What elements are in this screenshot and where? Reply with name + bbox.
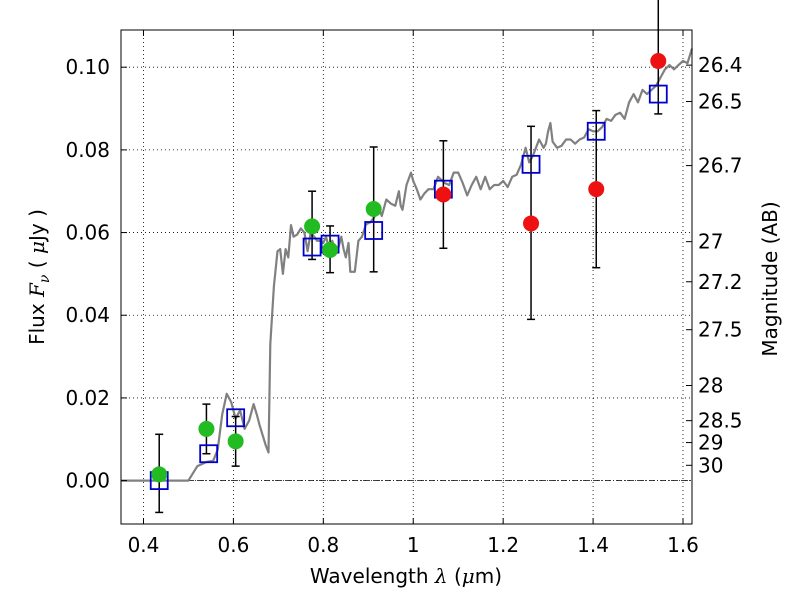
model-photometry-square — [199, 444, 219, 464]
observed-flux-point — [523, 215, 540, 232]
observed-flux-point — [304, 218, 321, 235]
x-axis-label-symbol: λ — [434, 564, 448, 588]
right-axis-label: Magnitude (AB) — [758, 201, 782, 356]
y-axis-label: Flux Fν ( μJy ) — [25, 209, 53, 345]
model-photometry-square — [586, 121, 606, 141]
observed-flux-point — [650, 53, 667, 70]
observed-flux-point — [151, 466, 168, 483]
x-axis-label-unit-mu: μ — [462, 564, 475, 588]
x-axis-label-unit-open: ( — [448, 564, 462, 588]
model-photometry-square — [364, 221, 384, 240]
y-axis-label-unit-close: Jy ) — [25, 209, 49, 243]
y-axis-label-prefix: Flux — [25, 297, 49, 345]
y-tick-label: 0.00 — [65, 469, 110, 493]
model-photometry-square — [521, 154, 541, 174]
y-axis-label-unit-mu: μ — [25, 241, 49, 254]
x-tick-label: 1.6 — [667, 533, 699, 557]
right-tick-label: 26.4 — [698, 53, 743, 77]
y-tick-label: 0.04 — [65, 303, 110, 327]
right-tick-label: 29 — [698, 431, 723, 455]
x-axis-label-unit-close: m) — [475, 564, 502, 588]
ticks: 0.4 0.6 0.8 1 1.2 1.4 1.6 0.00 0.02 0.04 0.06 0.08 0… — [65, 30, 743, 557]
right-tick-label: 26.7 — [698, 154, 743, 178]
y-axis-label-unit-open: ( — [25, 254, 49, 275]
right-tick-label: 28.5 — [698, 409, 743, 433]
y-tick-label: 0.08 — [65, 138, 110, 162]
plot-frame — [120, 29, 693, 525]
right-tick-label: 27 — [698, 230, 723, 254]
observed-flux-point — [198, 420, 215, 437]
observed-flux-point — [227, 433, 244, 450]
x-tick-label: 0.8 — [307, 533, 339, 557]
x-tick-label: 1 — [407, 533, 420, 557]
y-tick-label: 0.10 — [65, 55, 110, 79]
right-tick-label: 26.5 — [698, 90, 743, 114]
observed-flux-point — [435, 186, 452, 203]
right-tick-label: 27.5 — [698, 318, 743, 342]
observed-flux-point — [588, 181, 605, 198]
y-axis-label-symbol: F — [25, 282, 49, 298]
x-tick-label: 0.4 — [128, 533, 160, 557]
model-photometry-square — [302, 237, 322, 257]
x-tick-label: 0.6 — [217, 533, 249, 557]
observed-flux-point — [322, 241, 339, 258]
x-tick-label: 1.2 — [487, 533, 519, 557]
y-tick-label: 0.02 — [65, 386, 110, 410]
x-axis-label: Wavelength λ (μm) — [310, 564, 502, 588]
right-tick-label: 27.2 — [698, 270, 743, 294]
model-photometry-markers — [149, 84, 668, 490]
model-photometry-square — [226, 408, 246, 428]
observed-flux-point — [365, 200, 382, 217]
observed-flux-markers — [151, 53, 667, 483]
right-tick-label: 28 — [698, 374, 723, 398]
x-axis-label-prefix: Wavelength — [310, 564, 435, 588]
y-tick-label: 0.06 — [65, 221, 110, 245]
model-photometry-square — [648, 84, 668, 104]
x-tick-label: 1.4 — [577, 533, 609, 557]
y-axis-label-subscript: ν — [37, 274, 53, 283]
right-tick-label: 30 — [698, 453, 723, 477]
